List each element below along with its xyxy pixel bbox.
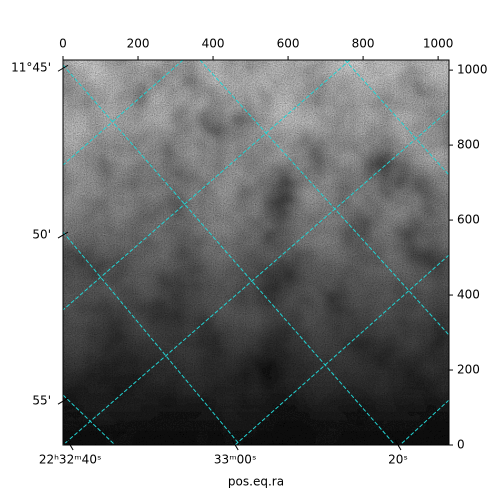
bottom-tick <box>394 439 402 451</box>
left-tick <box>57 397 69 405</box>
left-tick-label: 50' <box>32 228 51 242</box>
right-tick-label: 600 <box>457 213 480 227</box>
bottom-tick-label: 33ᵐ00ˢ <box>214 453 257 467</box>
bottom-tick-label: 20ˢ <box>388 453 408 467</box>
grid-line <box>63 231 241 445</box>
grid-line <box>63 60 351 311</box>
grid-line <box>63 60 184 166</box>
right-tick-label: 800 <box>457 138 480 152</box>
grid-line <box>63 64 396 445</box>
right-tick-label: 200 <box>457 363 480 377</box>
grid-line <box>399 399 449 445</box>
bottom-tick <box>231 439 239 451</box>
plot-frame <box>62 59 450 446</box>
left-tick <box>57 231 69 239</box>
top-tick-label: 400 <box>202 37 225 51</box>
left-tick-label: 55' <box>32 394 51 408</box>
x-axis-label: pos.eq.ra <box>228 475 284 489</box>
bottom-tick-label: 22ʰ32ᵐ40ˢ <box>39 453 102 467</box>
top-tick-label: 200 <box>127 37 150 51</box>
grid-line <box>63 394 116 445</box>
left-tick <box>57 64 69 72</box>
right-tick-label: 0 <box>457 438 465 452</box>
grid-line <box>199 60 449 336</box>
bottom-tick <box>66 439 74 451</box>
top-tick-label: 800 <box>352 37 375 51</box>
grid-line <box>344 60 449 176</box>
coordinate-grid <box>63 60 449 445</box>
grid-line <box>63 109 449 445</box>
right-tick-label: 400 <box>457 288 480 302</box>
top-tick-label: 0 <box>59 37 67 51</box>
top-tick-label: 1000 <box>423 37 454 51</box>
top-tick-label: 600 <box>277 37 300 51</box>
left-tick-label: 11°45' <box>11 61 51 75</box>
sky-image <box>63 60 449 445</box>
right-tick-label: 1000 <box>457 63 488 77</box>
